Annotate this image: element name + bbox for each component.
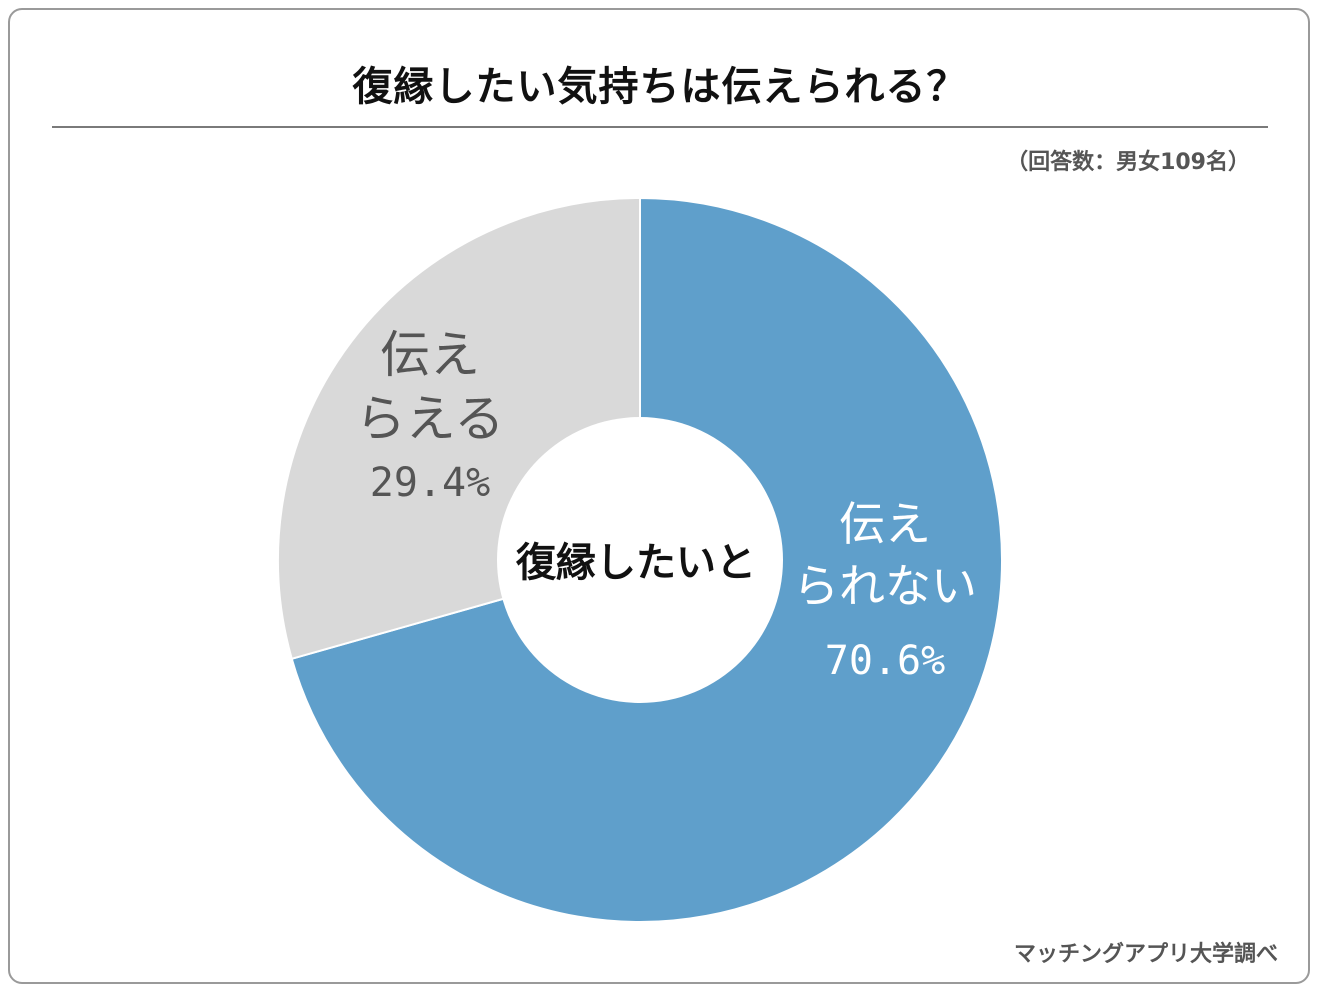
title-divider <box>52 126 1268 128</box>
center-label: 復縁したいと <box>515 540 756 586</box>
respondent-count: （回答数：男女109名） <box>1006 150 1250 175</box>
slice-label-0-line-0: 伝え <box>839 497 931 551</box>
slice-value-label-1: 29.4% <box>370 460 490 506</box>
slice-label-0-line-1: られない <box>793 559 977 613</box>
slice-label-1-line-1: らえる <box>356 390 505 448</box>
chart-title: 復縁したい気持ちは伝えられる？ <box>352 64 968 110</box>
slice-label-1-line-0: 伝え <box>380 326 480 384</box>
donut-hole <box>497 417 783 703</box>
source-credit: マッチングアプリ大学調べ <box>1013 942 1278 967</box>
slice-value-label-0: 70.6% <box>825 638 945 684</box>
